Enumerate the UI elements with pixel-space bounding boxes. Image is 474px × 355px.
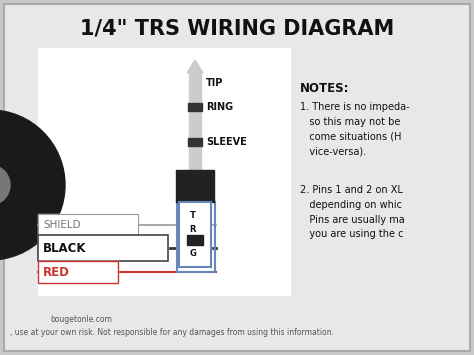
Polygon shape — [187, 60, 203, 73]
Bar — [38, 261, 118, 283]
Bar — [176, 170, 214, 202]
Bar — [187, 235, 203, 245]
Bar — [38, 235, 168, 261]
Text: SHIELD: SHIELD — [43, 220, 81, 230]
Circle shape — [0, 110, 65, 260]
Bar — [38, 48, 290, 295]
Bar — [38, 214, 138, 236]
Bar — [188, 138, 202, 146]
Text: , use at your own risk. Not responsible for any damages from using this informat: , use at your own risk. Not responsible … — [10, 328, 334, 337]
Text: bougetonle.com: bougetonle.com — [50, 315, 112, 324]
Circle shape — [0, 165, 10, 205]
Text: T: T — [190, 212, 196, 220]
Bar — [179, 202, 211, 267]
Bar — [189, 73, 201, 170]
Text: RING: RING — [206, 102, 233, 112]
Bar — [38, 214, 138, 236]
Text: NOTES:: NOTES: — [300, 82, 349, 95]
Bar — [179, 202, 211, 267]
Text: 1/4" TRS WIRING DIAGRAM: 1/4" TRS WIRING DIAGRAM — [80, 18, 394, 38]
Text: TIP: TIP — [206, 78, 223, 88]
Text: 1. There is no impeda-
   so this may not be
   come situations (H
   vice-versa: 1. There is no impeda- so this may not b… — [300, 102, 410, 157]
Text: BLACK: BLACK — [43, 241, 86, 255]
Bar — [38, 261, 118, 283]
Text: 2. Pins 1 and 2 on XL
   depending on whic
   Pins are usually ma
   you are usi: 2. Pins 1 and 2 on XL depending on whic … — [300, 185, 405, 239]
Text: RED: RED — [43, 266, 70, 279]
Text: G: G — [190, 250, 196, 258]
Text: SLEEVE: SLEEVE — [206, 137, 247, 147]
Bar — [38, 235, 168, 261]
Bar — [188, 103, 202, 111]
Text: R: R — [190, 225, 196, 235]
